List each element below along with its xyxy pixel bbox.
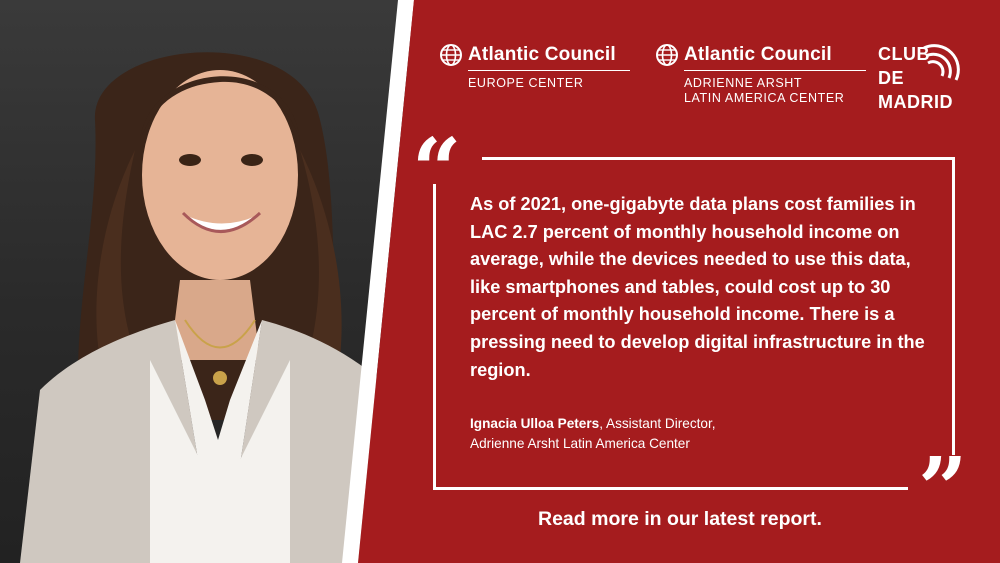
club-line3: MADRID (878, 92, 953, 112)
globe-icon (440, 44, 462, 66)
speaker-name: Ignacia Ulloa Peters (470, 416, 600, 431)
open-quote-icon: “ (412, 120, 462, 221)
arcs-icon (923, 44, 960, 81)
club-de-madrid-logo: CLUB DE MADRID (878, 42, 978, 122)
quote-text: As of 2021, one-gigabyte data plans cost… (470, 194, 925, 380)
close-quote-mark: ” (908, 447, 978, 533)
portrait-illustration (20, 52, 410, 563)
open-quote-mark: “ (412, 128, 482, 214)
portrait-photo (0, 0, 410, 563)
globe-icon (656, 44, 678, 66)
center-name-line1: ADRIENNE ARSHT (684, 76, 803, 90)
speaker-role: , Assistant Director, (599, 416, 716, 431)
brand-name: Atlantic Council (468, 44, 616, 65)
logo-rule (684, 70, 866, 71)
club-line1: CLUB (878, 44, 930, 64)
logo-rule (468, 70, 630, 71)
quote-frame (433, 157, 955, 490)
close-quote-icon: ” (918, 439, 968, 540)
atlantic-council-arsht-logo: Atlantic Council ADRIENNE ARSHT LATIN AM… (656, 44, 866, 106)
center-name: EUROPE CENTER (468, 76, 584, 90)
read-more-link[interactable]: Read more in our latest report. (538, 508, 822, 530)
quote-attribution: Ignacia Ulloa Peters, Assistant Director… (470, 414, 930, 454)
club-line2: DE (878, 68, 905, 88)
atlantic-council-europe-logo: Atlantic Council EUROPE CENTER (440, 44, 630, 91)
speaker-organization: Adrienne Arsht Latin America Center (470, 436, 690, 451)
center-name-line2: LATIN AMERICA CENTER (684, 91, 845, 105)
brand-name: Atlantic Council (684, 44, 832, 65)
